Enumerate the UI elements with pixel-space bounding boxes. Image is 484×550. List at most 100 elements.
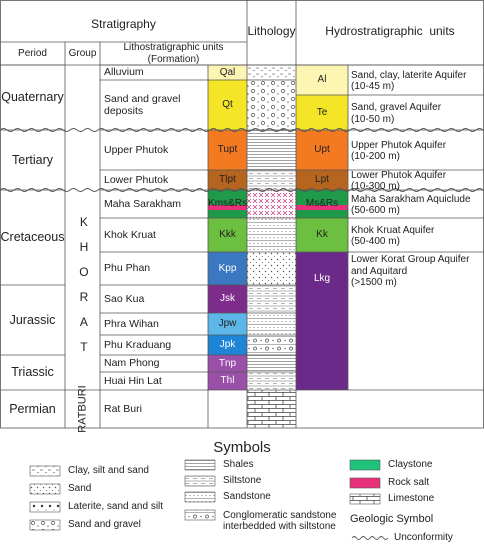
formation-name-line: Lower Phutok bbox=[104, 173, 169, 186]
formation-color bbox=[208, 252, 247, 285]
lithology-pattern bbox=[247, 65, 296, 80]
formation-name-line: deposits bbox=[104, 105, 144, 117]
unconformity-line bbox=[351, 536, 389, 540]
formation-name: Maha Sarakham bbox=[104, 190, 208, 218]
rock-salt-band bbox=[296, 205, 348, 210]
formation-name: Khok Kruat bbox=[104, 218, 208, 252]
header-formation-line: (Formation) bbox=[147, 53, 200, 65]
hydro-description: Maha Sarakham Aquiclude (50-600 m) bbox=[351, 192, 484, 218]
hydro-description-line: (50-600 m) bbox=[351, 205, 400, 216]
formation-name: Nam Phong bbox=[104, 355, 208, 372]
legend-label: Shales bbox=[223, 459, 254, 471]
legend-swatch bbox=[184, 509, 216, 521]
formation-symbol: Jpw bbox=[218, 318, 237, 330]
hydro-code: Al bbox=[317, 74, 327, 86]
hydro-code: Ms&Rs bbox=[305, 198, 339, 210]
formation-name: Huai Hin Lat bbox=[104, 372, 208, 390]
legend-swatch bbox=[184, 491, 216, 503]
hydro-unit-color bbox=[296, 170, 348, 190]
formation-name: Alluvium bbox=[104, 65, 208, 80]
lithology-pattern bbox=[247, 335, 296, 355]
hydro-description-line: (10-300 m) bbox=[351, 181, 400, 192]
hydro-description-line: Lower Korat Group Aquifer bbox=[351, 254, 470, 265]
legend-label: Claystone bbox=[388, 459, 433, 471]
formation-symbol: Kkk bbox=[219, 229, 236, 241]
header-formation-line: Lithostratigraphic units bbox=[123, 42, 224, 53]
formation-name-line: Rat Buri bbox=[104, 402, 142, 415]
hydro-description-line: Sand, gravel Aquifer bbox=[351, 102, 442, 113]
hydro-description: Khok Kruat Aquifer (50-400 m) bbox=[351, 220, 484, 252]
lithology-pattern bbox=[247, 130, 296, 170]
lithology-pattern bbox=[247, 313, 296, 335]
formation-name: Phu Kraduang bbox=[104, 335, 208, 355]
header-lithology: Lithology bbox=[247, 24, 296, 39]
formation-symbol: Tnp bbox=[218, 357, 237, 369]
header-stratigraphy: Stratigraphy bbox=[91, 17, 156, 32]
formation-name-line: Maha Sarakham bbox=[104, 197, 182, 210]
formation-color bbox=[208, 190, 247, 218]
hydro-code: Upt bbox=[314, 144, 330, 156]
hydro-unit-color bbox=[296, 190, 348, 218]
legend-swatch bbox=[29, 501, 61, 513]
legend-label: Siltstone bbox=[223, 475, 262, 487]
formation-name-line: Upper Phutok bbox=[104, 143, 169, 156]
period-name: Jurassic bbox=[9, 312, 56, 327]
formation-symbol: Jpk bbox=[219, 339, 236, 351]
hydro-description-line: and Aquitard bbox=[351, 265, 408, 277]
lithology-pattern bbox=[247, 80, 296, 130]
period-name: Cretaceous bbox=[0, 230, 65, 245]
hydro-description-line: (50-400 m) bbox=[351, 236, 400, 247]
period-name: Quaternary bbox=[1, 90, 64, 105]
formation-symbol: Kms&Rs bbox=[208, 198, 247, 210]
lithology-pattern bbox=[247, 372, 296, 390]
formation-name: Sao Kua bbox=[104, 285, 208, 313]
formation-name-line: Sand and gravel bbox=[104, 92, 181, 105]
hydro-description-line: (10-45 m) bbox=[351, 81, 395, 92]
legend-swatch bbox=[184, 475, 216, 487]
formation-name: Rat Buri bbox=[104, 390, 208, 428]
formation-name-line: Alluvium bbox=[104, 66, 144, 79]
lithology-pattern bbox=[247, 252, 296, 285]
lithology-pattern bbox=[247, 390, 296, 428]
legend-swatch bbox=[29, 465, 61, 477]
formation-color bbox=[208, 313, 247, 335]
legend-title: Symbols bbox=[213, 439, 271, 457]
lithology-pattern bbox=[247, 355, 296, 372]
header-hydrostratigraphy: Hydrostratigraphic units bbox=[325, 24, 455, 39]
lithology-pattern bbox=[247, 190, 296, 218]
hydro-description-line: Lower Phutok Aquifer bbox=[351, 169, 447, 181]
formation-color bbox=[208, 285, 247, 313]
group-name: RATBURI bbox=[76, 385, 89, 433]
formation-color bbox=[208, 130, 247, 170]
lithology-pattern bbox=[247, 170, 296, 190]
hydro-description: Upper Phutok Aquifer (10-200 m) bbox=[351, 132, 484, 170]
legend-unconformity: Unconformity bbox=[394, 532, 453, 544]
hydro-code: Te bbox=[316, 106, 328, 118]
header-formation: Lithostratigraphic units (Formation) bbox=[100, 42, 247, 65]
legend-label: Rock salt bbox=[388, 477, 430, 489]
formation-symbol: Tupt bbox=[217, 144, 238, 156]
period-name: Triassic bbox=[11, 365, 54, 380]
formation-name-line: Nam Phong bbox=[104, 357, 160, 370]
formation-name-line: Phu Phan bbox=[104, 262, 151, 275]
hydro-unit-color bbox=[296, 218, 348, 252]
hydro-unit-color bbox=[296, 252, 348, 390]
hydro-unit-color bbox=[296, 130, 348, 170]
hydro-code: Lpt bbox=[315, 174, 329, 186]
formation-symbol: Kpp bbox=[218, 262, 237, 274]
hydro-code: Kk bbox=[316, 229, 328, 241]
formation-color bbox=[208, 335, 247, 355]
formation-color bbox=[208, 355, 247, 372]
formation-color bbox=[208, 218, 247, 252]
legend-label: Limestone bbox=[388, 493, 435, 505]
hydro-description: Lower Phutok Aquifer (10-300 m) bbox=[351, 169, 484, 193]
formation-color bbox=[208, 80, 247, 130]
legend-label: Laterite, sand and silt bbox=[68, 501, 164, 513]
header-period: Period bbox=[18, 47, 47, 59]
period-name: Permian bbox=[9, 401, 56, 416]
formation-name-line: Khok Kruat bbox=[104, 228, 156, 241]
lithology-pattern bbox=[247, 218, 296, 252]
legend-swatch bbox=[29, 483, 61, 495]
legend-label: Sandstone bbox=[223, 491, 271, 503]
